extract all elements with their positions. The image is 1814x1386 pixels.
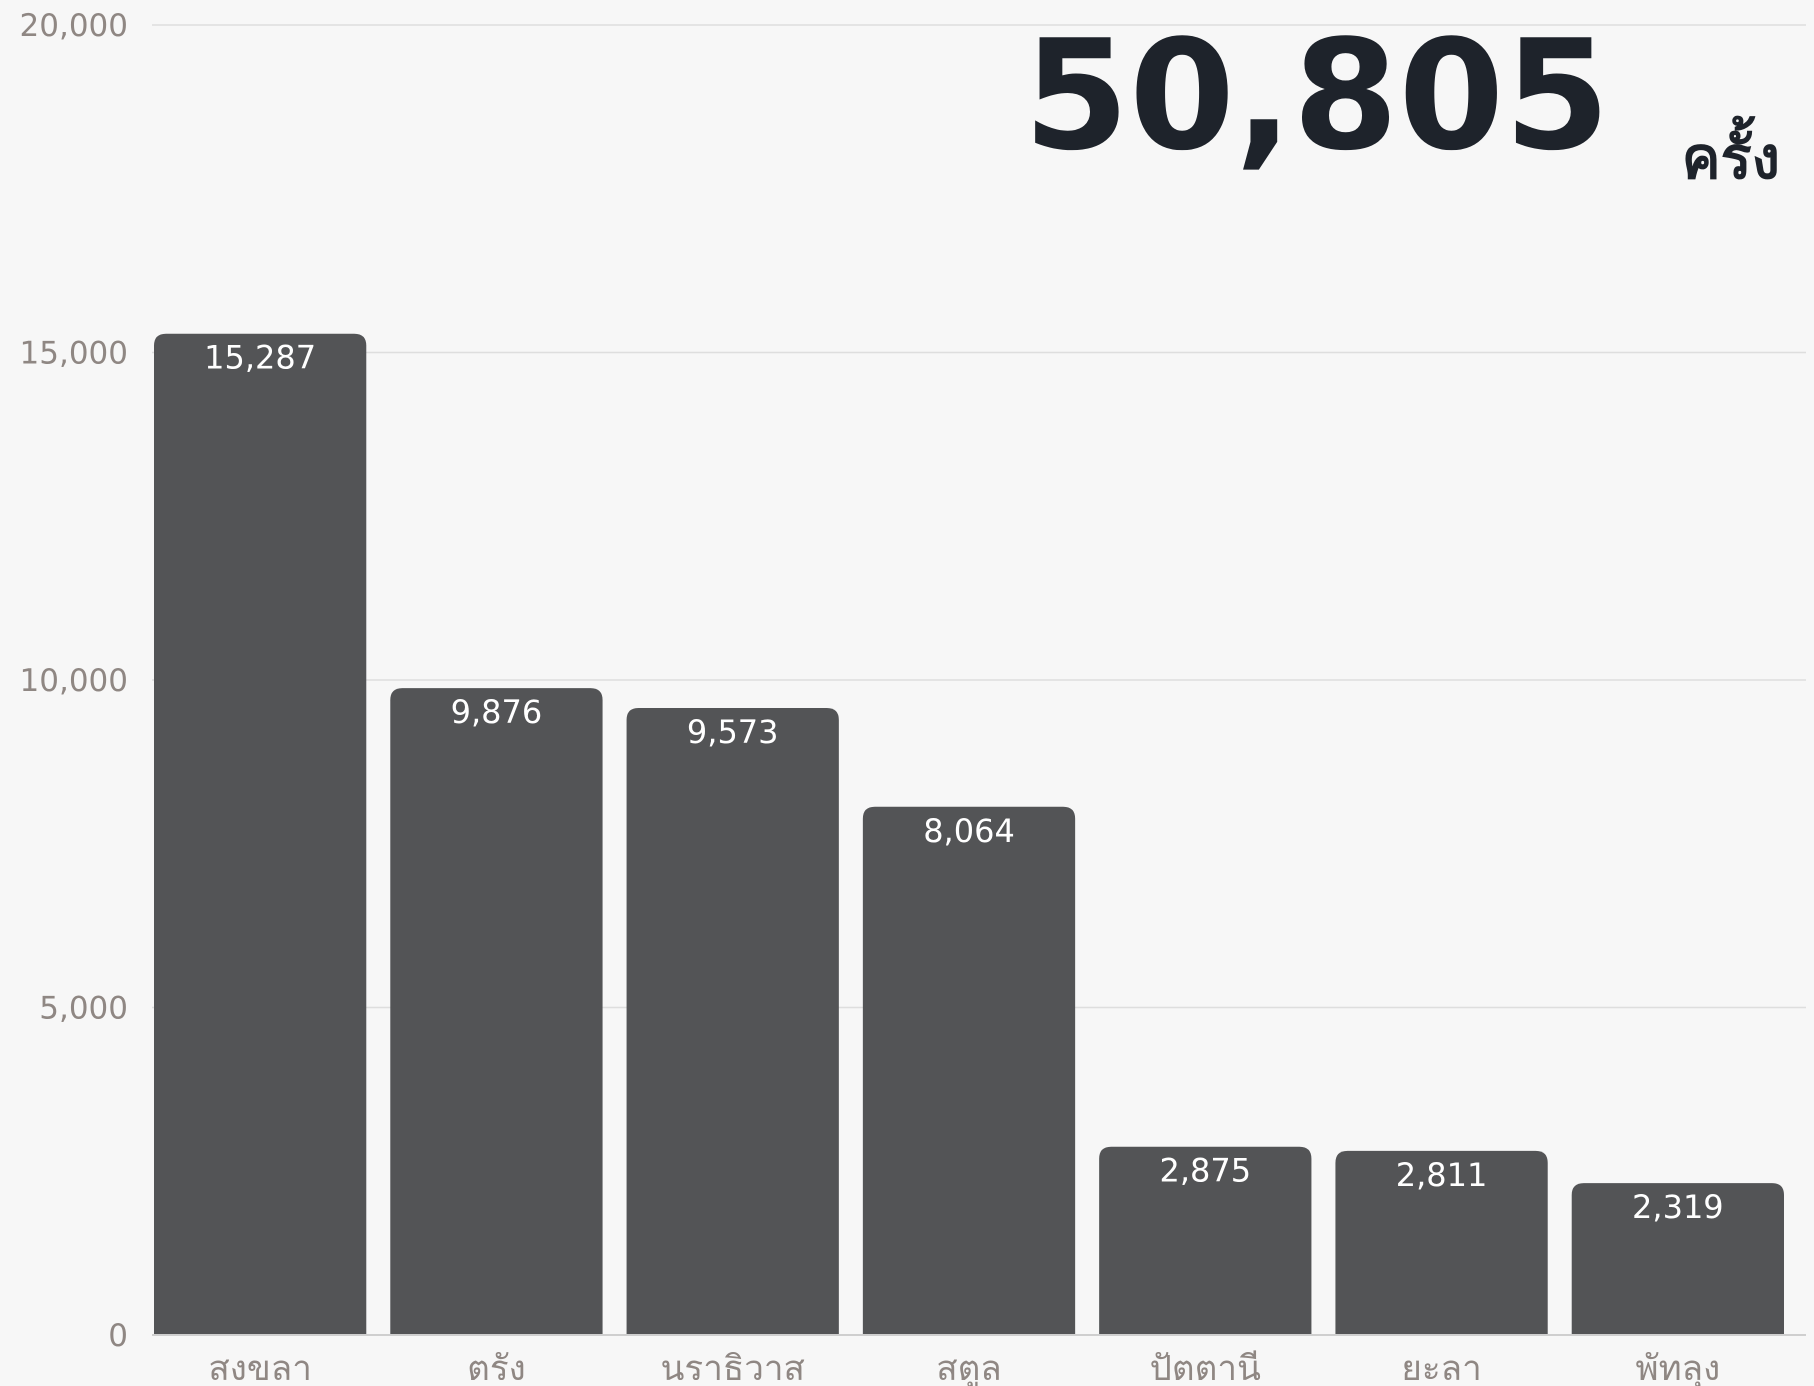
y-tick-label: 15,000 (20, 336, 128, 372)
bar (154, 333, 367, 1335)
x-category-label: ปัตตานี (1150, 1349, 1261, 1386)
bar-value-label: 15,287 (204, 339, 316, 377)
x-category-label: สตูล (936, 1349, 1002, 1386)
data-labels: 15,287 9,876 9,573 8,064 2,875 2,811 2,319 (204, 339, 1724, 1226)
bar-value-label: 9,876 (451, 693, 543, 731)
bar (1571, 1183, 1784, 1335)
y-tick-label: 20,000 (20, 8, 128, 44)
x-category-label: ตรัง (467, 1349, 526, 1386)
x-category-label: สงขลา (208, 1349, 311, 1386)
x-axis-categories: สงขลา ตรัง นราธิวาส สตูล ปัตตานี ยะลา พัทลุง (208, 1349, 1720, 1386)
y-tick-label: 10,000 (20, 663, 128, 699)
bar-value-label: 9,573 (687, 713, 779, 751)
bar (626, 707, 839, 1335)
headline-total: 50,805 (1023, 7, 1610, 184)
bar-value-label: 2,811 (1396, 1156, 1488, 1194)
bar (862, 806, 1076, 1335)
x-category-label: ยะลา (1401, 1349, 1481, 1386)
bars (154, 333, 1784, 1335)
bar-value-label: 2,875 (1159, 1152, 1251, 1190)
bar (1335, 1150, 1548, 1335)
bar-value-label: 8,064 (923, 812, 1015, 850)
y-axis-ticks: 0 5,000 10,000 15,000 20,000 (20, 8, 128, 1354)
headline-unit: ครั้ง (1682, 116, 1780, 192)
bar-value-label: 2,319 (1632, 1188, 1724, 1226)
y-tick-label: 0 (108, 1318, 128, 1354)
y-tick-label: 5,000 (39, 991, 128, 1027)
bar (1099, 1146, 1312, 1335)
bar (390, 688, 603, 1335)
x-category-label: นราธิวาส (661, 1349, 805, 1386)
x-category-label: พัทลุง (1636, 1349, 1721, 1386)
